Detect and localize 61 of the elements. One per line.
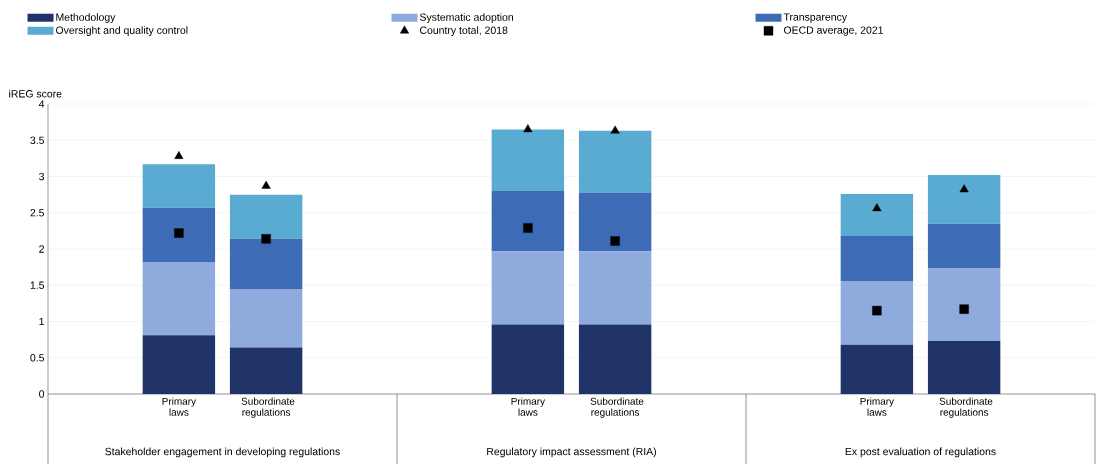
legend-label: Oversight and quality control <box>56 26 188 36</box>
x-tick-label: Primary laws <box>511 397 546 416</box>
y-tick-label: 4 <box>38 100 45 108</box>
bar <box>229 194 303 239</box>
bar <box>927 223 1001 269</box>
y-tick-label: 3.5 <box>30 136 45 144</box>
bar <box>578 130 652 193</box>
legend-label: Transparency <box>783 13 848 23</box>
x-tick-label: Subordinate regulations <box>590 397 644 418</box>
point <box>959 184 969 193</box>
point <box>174 151 184 159</box>
x-tick-label: Primary laws <box>860 397 895 416</box>
bar <box>840 280 914 345</box>
point <box>610 236 620 246</box>
bar <box>927 341 1001 394</box>
bar <box>491 324 565 394</box>
point <box>610 125 620 134</box>
y-tick-label: 0 <box>39 390 45 398</box>
y-tick-label: 2 <box>39 245 44 253</box>
y-axis-title: iREG score <box>9 89 62 98</box>
bar <box>142 335 216 394</box>
text: Ex post evaluation of regulations <box>845 447 996 458</box>
text: Stakeholder engagement in developing regulations <box>105 447 340 458</box>
bar <box>491 129 565 191</box>
y-tick-label: 1.5 <box>30 281 45 289</box>
x-tick-label: Subordinate regulations <box>939 397 993 418</box>
bar <box>927 268 1001 342</box>
x-tick-label: Subordinate regulations <box>241 397 295 418</box>
bar <box>578 192 652 252</box>
bar <box>491 191 565 252</box>
point <box>523 124 533 133</box>
legend-label: Country total, 2018 <box>420 26 508 36</box>
point <box>959 304 969 314</box>
y-tick-label: 3 <box>39 172 45 181</box>
bar <box>229 347 303 394</box>
point <box>261 180 271 189</box>
y-tick-label: 1 <box>39 317 44 326</box>
bar <box>229 238 303 289</box>
bar <box>578 251 652 325</box>
x-tick-label: Primary laws <box>162 397 197 416</box>
bar <box>229 288 303 348</box>
bar <box>142 164 216 208</box>
point <box>523 223 533 233</box>
point <box>872 203 882 212</box>
bar <box>927 175 1001 224</box>
point <box>872 305 882 316</box>
bar <box>491 251 565 325</box>
bar <box>578 324 652 394</box>
legend-label: OECD average, 2021 <box>783 26 883 36</box>
bar <box>142 262 216 336</box>
point <box>261 234 271 244</box>
legend-label: Systematic adoption <box>419 13 513 23</box>
bar <box>840 344 914 394</box>
bar <box>142 207 216 263</box>
text: Regulatory impact assessment (RIA) <box>487 447 656 458</box>
y-tick-label: 0.5 <box>30 354 45 362</box>
bar <box>840 235 914 281</box>
y-tick-label: 2.5 <box>30 209 45 217</box>
point <box>174 228 184 238</box>
bar <box>840 193 914 236</box>
legend-label: Methodology <box>56 13 116 23</box>
